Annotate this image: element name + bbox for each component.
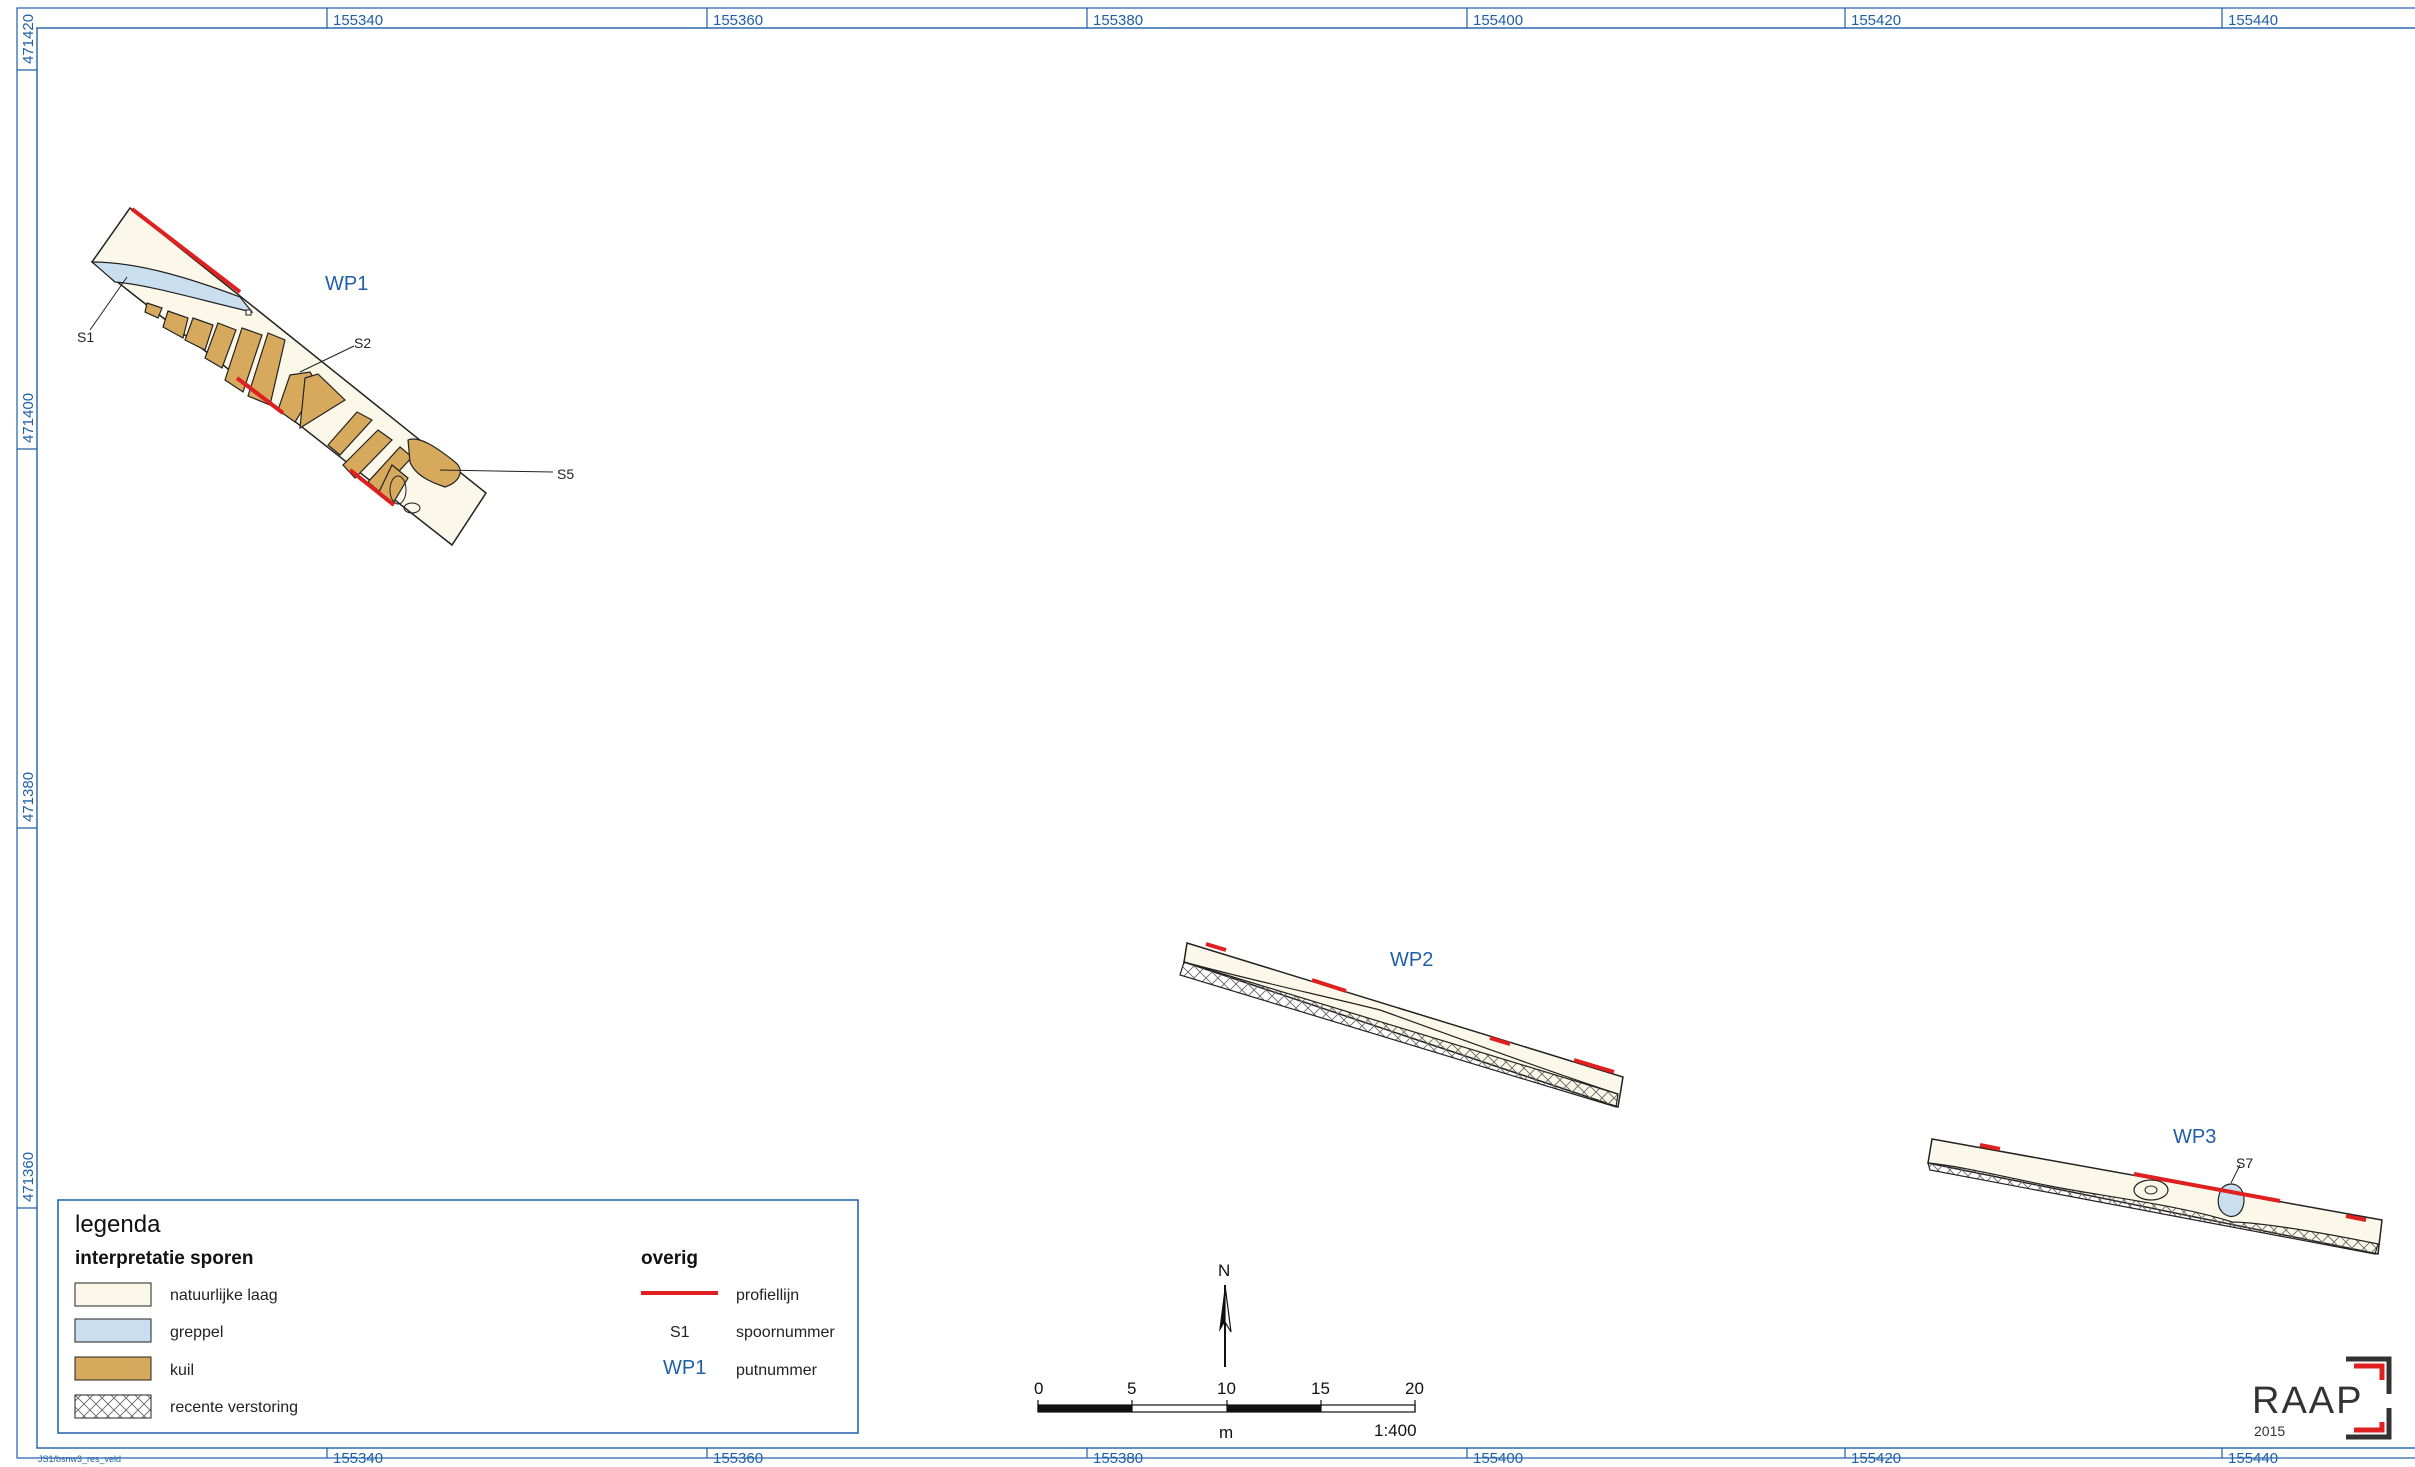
legend-item-disturbance: recente verstoring [170, 1399, 298, 1416]
y-coord-1: 471420 [20, 14, 37, 64]
raap-logo-icon [2346, 1356, 2392, 1440]
y-coord-4: 471360 [20, 1152, 37, 1202]
scale-bar [1037, 1400, 1416, 1413]
scale-tick-0: 0 [1034, 1379, 1043, 1398]
x-coord-top-5: 155420 [1851, 12, 1901, 29]
swatch-disturbance [74, 1394, 152, 1419]
legend-pit-label: putnummer [736, 1362, 818, 1379]
label-wp3: WP3 [2173, 1126, 2216, 1148]
legend-item-ditch: greppel [170, 1324, 223, 1341]
x-coord-top-2: 155360 [713, 12, 763, 29]
file-label: JS1/bsnw3_res_veld [38, 1454, 121, 1464]
x-coord-bottom-6: 155440 [2228, 1450, 2278, 1467]
scale-tick-5: 5 [1127, 1379, 1136, 1398]
y-coord-3: 471380 [20, 772, 37, 822]
scale-tick-15: 15 [1311, 1379, 1330, 1398]
legend-pit-example: WP1 [663, 1357, 706, 1379]
scale-tick-20: 20 [1405, 1379, 1424, 1398]
trench-wp2 [1179, 942, 1624, 1108]
y-coord-2: 471400 [20, 393, 37, 443]
legend-box [57, 1199, 859, 1434]
legend-trace-example: S1 [670, 1324, 690, 1341]
north-arrow-icon [1219, 1284, 1232, 1367]
logo-year: 2015 [2254, 1423, 2285, 1439]
label-s1: S1 [77, 329, 94, 345]
x-coord-top-6: 155440 [2228, 12, 2278, 29]
x-coord-bottom-1: 155340 [333, 1450, 383, 1467]
x-coord-bottom-3: 155380 [1093, 1450, 1143, 1467]
legend-trace-label: spoornummer [736, 1324, 835, 1341]
legend-section-interpretation: interpretatie sporen [75, 1248, 253, 1269]
x-coord-top-3: 155380 [1093, 12, 1143, 29]
x-coord-top-4: 155400 [1473, 12, 1523, 29]
label-s5: S5 [557, 466, 574, 482]
x-coord-bottom-5: 155420 [1851, 1450, 1901, 1467]
trench-wp1 [89, 206, 554, 547]
swatch-ditch [74, 1318, 152, 1343]
north-label: N [1218, 1261, 1230, 1280]
legend-section-other: overig [641, 1248, 698, 1269]
x-coord-top-1: 155340 [333, 12, 383, 29]
map-frame [16, 7, 2415, 1459]
swatch-pit [74, 1356, 152, 1381]
label-wp1: WP1 [325, 273, 368, 295]
label-s7: S7 [2236, 1155, 2253, 1171]
legend-title: legenda [75, 1211, 161, 1238]
x-coord-bottom-2: 155360 [713, 1450, 763, 1467]
legend-profile-label: profiellijn [736, 1287, 799, 1304]
legend-item-pit: kuil [170, 1362, 194, 1379]
scale-ratio: 1:400 [1374, 1421, 1417, 1440]
scale-tick-10: 10 [1217, 1379, 1236, 1398]
logo-text: RAAP [2252, 1380, 2363, 1422]
x-coord-bottom-4: 155400 [1473, 1450, 1523, 1467]
swatch-natural [74, 1282, 152, 1307]
label-s2: S2 [354, 335, 371, 351]
trench-wp3 [1927, 1138, 2383, 1255]
scale-unit: m [1219, 1423, 1233, 1442]
legend-item-natural: natuurlijke laag [170, 1287, 278, 1304]
label-wp2: WP2 [1390, 949, 1433, 971]
